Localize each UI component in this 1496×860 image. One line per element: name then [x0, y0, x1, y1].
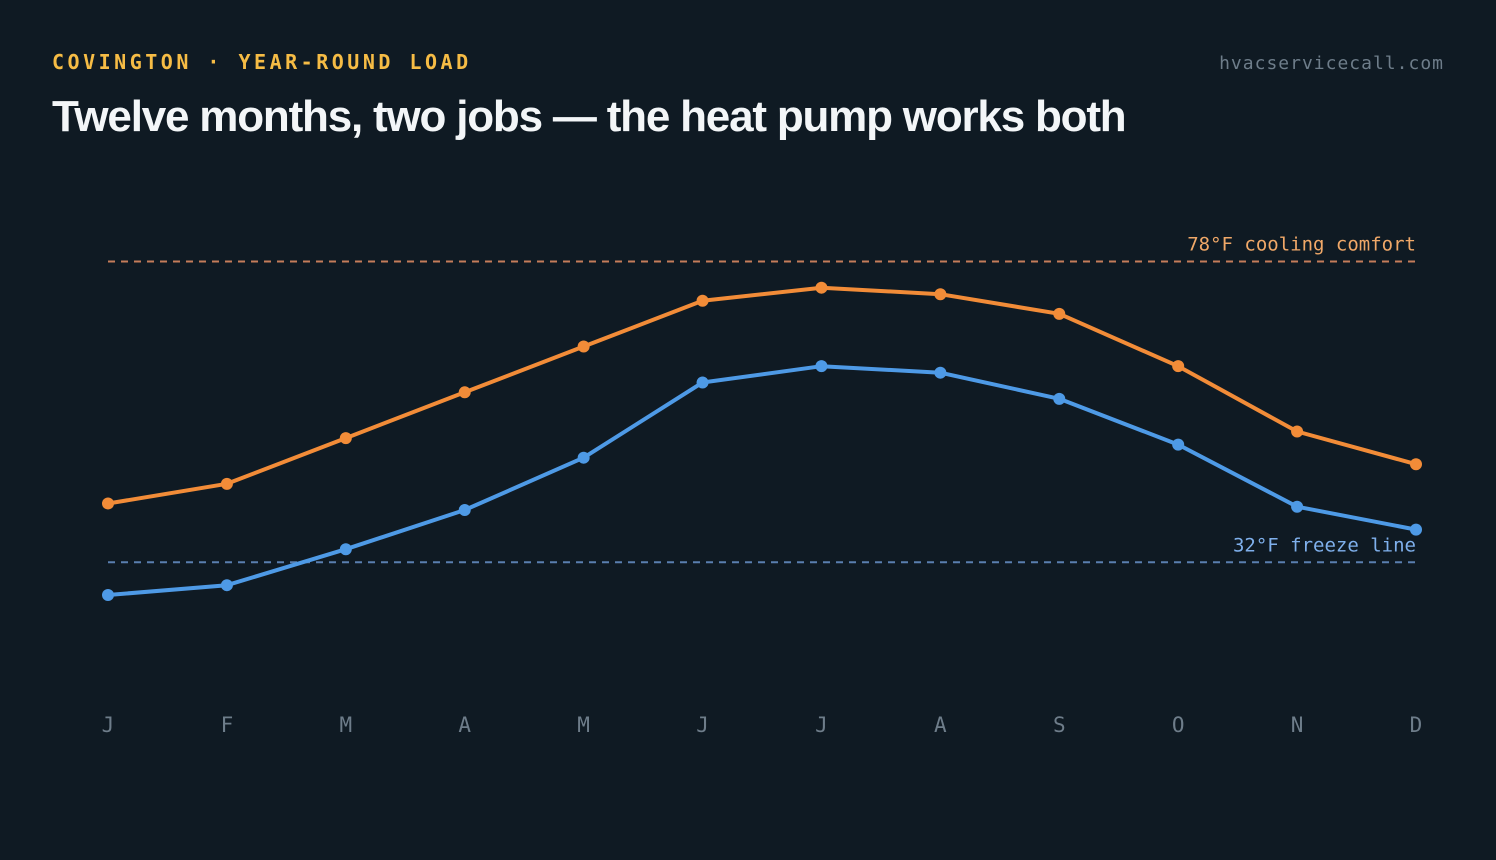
x-tick-label-2: M — [339, 713, 352, 737]
series-line-1 — [106, 364, 1418, 597]
series-1-point-9 — [1172, 438, 1185, 451]
series-0-point-0 — [102, 497, 114, 510]
series-1-point-8 — [1053, 392, 1066, 405]
series-1-point-10 — [1291, 500, 1304, 513]
x-tick-label-11: D — [1410, 713, 1423, 737]
series-1-point-6 — [815, 360, 828, 373]
x-tick-label-8: S — [1053, 713, 1066, 737]
x-tick-label-4: M — [577, 713, 590, 737]
series-1-point-3 — [458, 504, 471, 516]
reference-lines: 78°F cooling comfort 32°F freeze line — [108, 234, 1416, 564]
series-1-point-7 — [934, 366, 947, 379]
series-0-point-6 — [815, 281, 828, 294]
series-0-point-1 — [220, 477, 233, 490]
series-line-0 — [106, 285, 1418, 506]
series-1-point-5 — [696, 376, 709, 389]
x-tick-label-6: J — [815, 713, 828, 737]
reference-label-0: 78°F cooling comfort — [1187, 234, 1416, 256]
series-1-point-0 — [102, 589, 114, 601]
x-tick-label-9: O — [1172, 713, 1185, 737]
x-tick-label-5: J — [696, 713, 709, 737]
x-tick-label-0: J — [102, 713, 115, 737]
series-0-point-7 — [934, 288, 947, 301]
x-tick-label-10: N — [1291, 713, 1304, 737]
series-0-point-10 — [1291, 425, 1304, 438]
x-tick-label-1: F — [221, 713, 234, 737]
x-tick-label-3: A — [458, 713, 471, 737]
series-0-point-5 — [696, 294, 709, 307]
series-0-point-2 — [339, 432, 352, 445]
series-0-point-3 — [458, 386, 471, 399]
x-tick-label-7: A — [934, 713, 947, 737]
series-0-point-8 — [1053, 307, 1066, 320]
series-lines — [102, 281, 1422, 601]
series-0-point-9 — [1172, 360, 1185, 373]
reference-label-1: 32°F freeze line — [1233, 534, 1416, 556]
series-0-point-11 — [1410, 458, 1422, 471]
site-url: hvacservicecall.com — [1219, 53, 1444, 74]
series-1-point-2 — [339, 543, 352, 556]
chart-title: Twelve months, two jobs — the heat pump … — [52, 92, 1127, 141]
series-1-point-11 — [1410, 523, 1422, 536]
series-1-point-1 — [220, 579, 233, 592]
series-1-point-4 — [577, 451, 590, 464]
series-0-point-4 — [577, 340, 590, 353]
chart-kicker: COVINGTON · YEAR-ROUND LOAD — [52, 50, 472, 74]
